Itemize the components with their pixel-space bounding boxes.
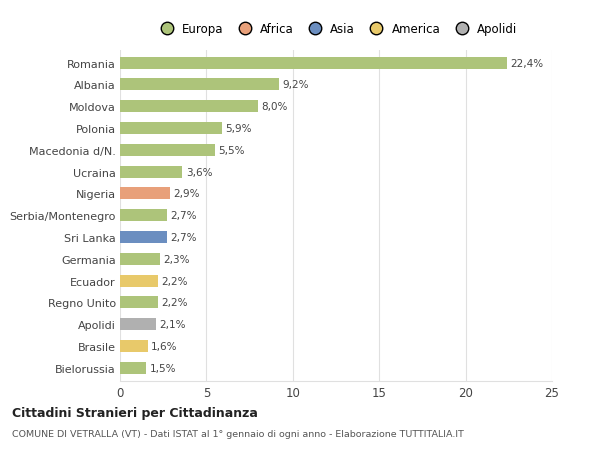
Bar xyxy=(120,166,182,178)
Text: 1,5%: 1,5% xyxy=(149,363,176,373)
Text: 2,3%: 2,3% xyxy=(163,254,190,264)
Bar xyxy=(120,79,279,91)
Text: 9,2%: 9,2% xyxy=(283,80,309,90)
Text: 2,1%: 2,1% xyxy=(160,319,186,330)
Bar xyxy=(120,145,215,157)
Text: COMUNE DI VETRALLA (VT) - Dati ISTAT al 1° gennaio di ogni anno - Elaborazione T: COMUNE DI VETRALLA (VT) - Dati ISTAT al … xyxy=(12,429,464,438)
Bar xyxy=(120,210,167,222)
Text: 2,2%: 2,2% xyxy=(161,298,188,308)
Bar xyxy=(120,253,160,265)
Text: 5,5%: 5,5% xyxy=(218,146,245,156)
Bar xyxy=(120,319,156,330)
Text: 2,9%: 2,9% xyxy=(173,189,200,199)
Text: 5,9%: 5,9% xyxy=(226,124,252,134)
Bar xyxy=(120,101,258,113)
Text: 2,7%: 2,7% xyxy=(170,232,197,242)
Bar xyxy=(120,340,148,352)
Text: 2,2%: 2,2% xyxy=(161,276,188,286)
Bar xyxy=(120,188,170,200)
Text: Cittadini Stranieri per Cittadinanza: Cittadini Stranieri per Cittadinanza xyxy=(12,406,258,419)
Bar xyxy=(120,123,222,135)
Text: 3,6%: 3,6% xyxy=(185,167,212,177)
Text: 1,6%: 1,6% xyxy=(151,341,178,351)
Text: 22,4%: 22,4% xyxy=(511,59,544,68)
Bar xyxy=(120,362,146,374)
Bar xyxy=(120,275,158,287)
Legend: Europa, Africa, Asia, America, Apolidi: Europa, Africa, Asia, America, Apolidi xyxy=(152,20,520,38)
Text: 2,7%: 2,7% xyxy=(170,211,197,221)
Text: 8,0%: 8,0% xyxy=(262,102,288,112)
Bar xyxy=(120,231,167,243)
Bar xyxy=(120,57,507,69)
Bar xyxy=(120,297,158,308)
